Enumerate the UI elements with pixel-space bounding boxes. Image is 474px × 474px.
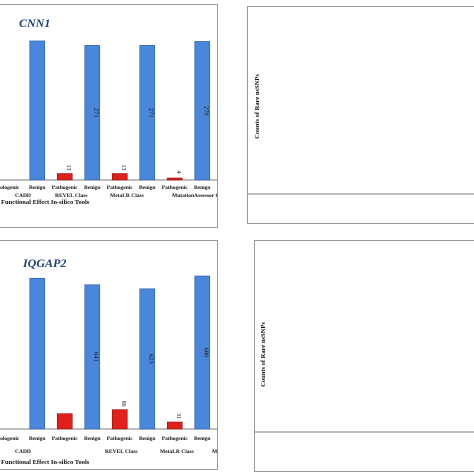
- category-label: ologenic: [0, 436, 20, 442]
- bar-benign: [194, 41, 211, 181]
- bar-pathogenic: [111, 173, 128, 181]
- category-label: Pathogenic: [162, 185, 189, 191]
- group-label: MetaLR Class: [110, 193, 144, 199]
- category-label: ologenic: [0, 185, 20, 191]
- group-label: CADD: [15, 193, 31, 199]
- group-label: REVEL Class: [105, 449, 138, 455]
- bar-value-label: 271: [147, 108, 154, 118]
- bar-pathogenic: [56, 413, 73, 430]
- chart-title: CNN1: [19, 16, 50, 30]
- x-axis-title: Functional Effect In-silico Tools: [1, 459, 90, 466]
- chart-panel-top-left: CNN1 ologenic Benign Pathogenic Benign Pathog…: [0, 4, 218, 228]
- bar-value-label: 641: [92, 352, 99, 362]
- y-axis-title: Counts of Rare nsSNPs: [254, 74, 261, 139]
- category-label: Pathogenic: [107, 185, 134, 191]
- group-label: CADD: [15, 449, 31, 455]
- bar-value-label: 279: [202, 106, 209, 116]
- chart-svg: IQGAP2 ologenic Benign Pathogenic Benign Path…: [0, 256, 218, 466]
- chart-svg: SLIT2Counts of Rare nsSNPsPathogenicBeni…: [255, 322, 474, 433]
- category-label: Benign: [84, 185, 101, 191]
- x-axis-title: Functional Effect In-silico Tools: [1, 199, 90, 206]
- group-label: MutationAssessor Class: [212, 449, 218, 455]
- category-label: Pathogenic: [52, 185, 79, 191]
- group-label: MetaLR Class: [160, 449, 194, 455]
- bar-pathogenic: [56, 173, 73, 181]
- bar-value-label: 271: [92, 108, 99, 118]
- bar-benign: [139, 45, 156, 181]
- category-label: Benign: [194, 436, 211, 442]
- bar-benign: [194, 275, 211, 430]
- category-label: Benign: [29, 185, 46, 191]
- bar-pathogenic: [166, 421, 183, 430]
- bar-benign: [139, 288, 156, 430]
- bar-value-label: 13: [65, 165, 71, 171]
- bar-benign: [84, 45, 101, 181]
- bar-value-label: 4: [175, 171, 181, 174]
- bar-benign: [29, 277, 46, 430]
- bar-benign: [84, 284, 101, 430]
- category-label: Benign: [84, 436, 101, 442]
- category-label: Pathogenic: [162, 436, 189, 442]
- bar-pathogenic: [111, 409, 128, 430]
- bar-benign: [29, 40, 46, 181]
- group-label: REVEL Class: [55, 193, 88, 199]
- category-label: Benign: [139, 185, 156, 191]
- category-label: Pathogenic: [107, 436, 134, 442]
- bar-pathogenic: [166, 177, 183, 181]
- chart-title: IQGAP2: [22, 256, 66, 270]
- y-axis-title: Counts of Rare nsSNPs: [260, 322, 267, 387]
- group-label: MutationAssessor Class: [172, 193, 218, 199]
- chart-svg: CNN1 ologenic Benign Pathogenic Benign Pathog…: [0, 16, 218, 206]
- chart-svg: C050100150200250300350Counts of Rare nsS…: [248, 74, 474, 195]
- bar-value-label: 86: [120, 401, 126, 407]
- category-label: Benign: [139, 436, 156, 442]
- chart-panel-bottom-left: IQGAP2 ologenic Benign Pathogenic Benign Path…: [0, 240, 218, 470]
- category-label: Benign: [194, 185, 211, 191]
- bar-value-label: 13: [120, 165, 126, 171]
- category-label: Pathogenic: [52, 436, 79, 442]
- bar-value-label: 680: [202, 348, 209, 358]
- bar-value-label: 623: [147, 354, 154, 364]
- chart-panel-bottom-right: SLIT2Counts of Rare nsSNPsPathogenicBeni…: [254, 240, 474, 472]
- bar-value-label: 31: [175, 413, 181, 419]
- category-label: Benign: [29, 436, 46, 442]
- chart-panel-top-right: C050100150200250300350Counts of Rare nsS…: [247, 6, 474, 224]
